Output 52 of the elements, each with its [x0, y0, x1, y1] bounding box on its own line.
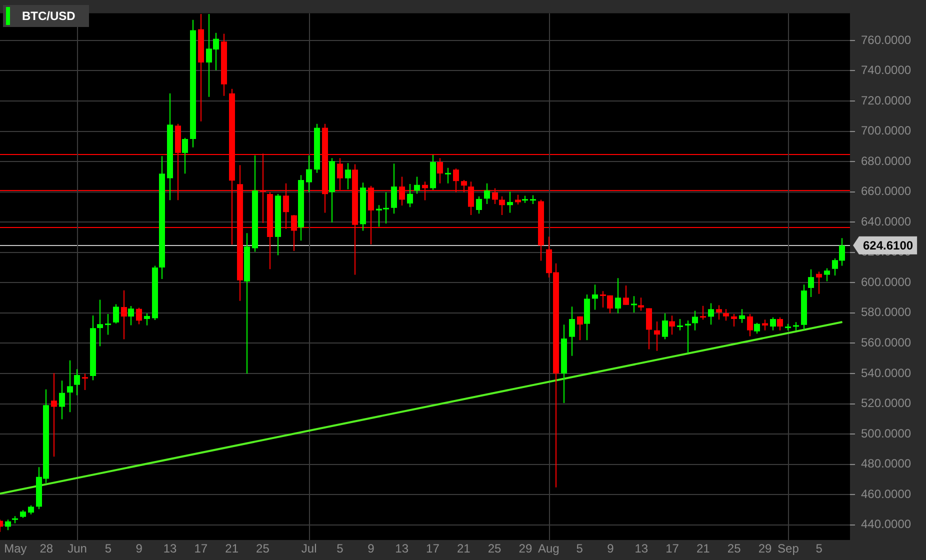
ref-line-label: 624.6100	[863, 238, 914, 253]
x-tick-label: 5	[576, 542, 584, 556]
y-tick-label: 500.0000	[861, 426, 912, 440]
y-tick-label: 440.0000	[861, 517, 912, 532]
candlestick	[97, 300, 103, 346]
y-tick-label: 540.0000	[861, 366, 912, 380]
y-tick-label: 600.0000	[861, 274, 912, 289]
x-tick-label: 21	[225, 542, 239, 556]
x-tick-label: 25	[727, 542, 742, 556]
legend-label: BTC/USD	[22, 9, 76, 23]
x-tick-label: Sep	[778, 542, 800, 556]
x-tick-label: Aug	[538, 542, 560, 556]
x-tick-label: 29	[518, 542, 532, 556]
x-tick-label: Jul	[301, 542, 317, 556]
candlestick	[51, 373, 57, 457]
x-tick-label: 25	[488, 542, 502, 556]
y-tick-label: 740.0000	[861, 63, 912, 78]
x-tick-label: 9	[136, 542, 143, 556]
x-tick-label: 13	[163, 542, 177, 556]
x-tick-label: 21	[456, 542, 471, 556]
y-tick-label: 680.0000	[861, 154, 912, 168]
x-tick-label: 5	[104, 542, 112, 556]
x-tick-label: 25	[256, 542, 270, 556]
x-tick-label: 13	[634, 542, 648, 556]
y-tick-label: 480.0000	[861, 456, 912, 471]
x-tick-label: 13	[395, 542, 409, 556]
candlestick	[82, 374, 88, 390]
x-tick-label: 5	[336, 542, 344, 556]
candlestick	[105, 314, 111, 335]
y-tick-label: 640.0000	[861, 214, 912, 228]
x-tick-label: 29	[758, 542, 772, 556]
candlestick	[685, 320, 691, 354]
y-tick-label: 460.0000	[861, 486, 912, 501]
y-tick-label: 660.0000	[861, 184, 912, 198]
y-tick-label: 760.0000	[861, 32, 912, 47]
x-tick-label: Jun	[68, 542, 87, 556]
y-tick-label: 580.0000	[861, 305, 912, 320]
x-tick-label: 9	[607, 542, 614, 556]
x-tick-label: 5	[816, 542, 823, 556]
y-tick-label: 720.0000	[861, 93, 912, 108]
x-tick-label: 17	[194, 542, 208, 556]
y-tick-label: 700.0000	[861, 124, 912, 138]
x-tick-label: 17	[666, 542, 680, 556]
x-tick-label: 9	[368, 542, 375, 556]
candlestick	[631, 296, 637, 312]
candlestick	[445, 168, 451, 184]
y-tick-label: 520.0000	[861, 396, 912, 410]
x-tick-label: 21	[696, 542, 710, 556]
x-tick-label: May	[4, 542, 27, 556]
x-tick-label: 17	[426, 542, 440, 556]
x-tick-label: 28	[40, 542, 54, 556]
y-tick-label: 560.0000	[861, 336, 912, 350]
